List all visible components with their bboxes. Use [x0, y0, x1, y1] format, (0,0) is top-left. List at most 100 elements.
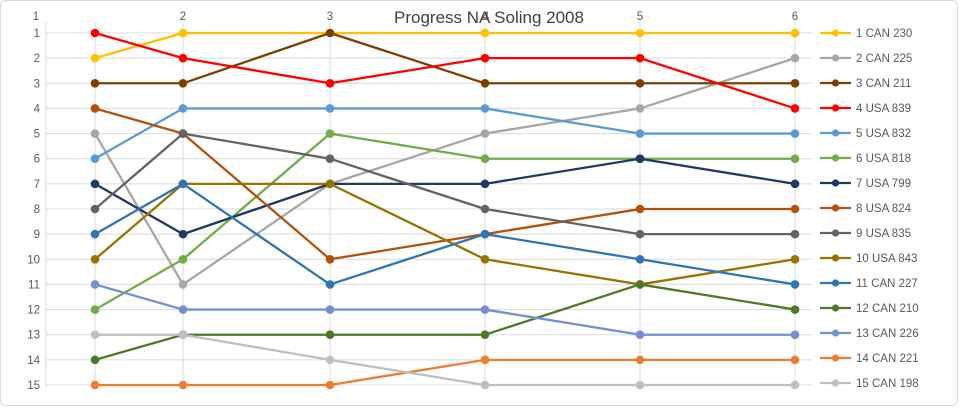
legend-swatch-marker: [831, 279, 840, 287]
y-axis-label: 1: [34, 28, 40, 40]
data-point-marker: [178, 104, 188, 113]
data-point-marker: [178, 254, 188, 264]
data-point-marker: [325, 104, 335, 113]
legend-swatch-marker: [831, 29, 840, 37]
legend-swatch-marker: [831, 154, 840, 162]
legend-swatch-marker: [831, 354, 840, 362]
series-line-15-can-198: [93, 333, 797, 387]
y-axis-label: 8: [34, 204, 40, 216]
y-axis-label: 13: [27, 330, 40, 342]
x-axis-label: 3: [327, 11, 333, 23]
legend-swatch-marker: [831, 254, 840, 262]
y-axis-label: 6: [34, 154, 40, 166]
legend-swatch-marker: [831, 104, 840, 112]
data-point-marker: [325, 305, 335, 314]
series-line-10-usa-843: [93, 182, 797, 286]
series-line-14-can-221: [93, 358, 797, 387]
data-point-marker: [635, 355, 645, 365]
data-point-marker: [790, 305, 800, 314]
data-point-marker: [790, 380, 800, 390]
data-point-marker: [790, 154, 800, 164]
data-point-marker: [90, 305, 100, 314]
data-point-marker: [325, 154, 335, 164]
legend-item-label: 3 CAN 211: [856, 78, 911, 90]
legend-item: 1 CAN 230: [820, 28, 912, 40]
y-axis-label: 9: [34, 229, 40, 241]
legend-item: 9 USA 835: [820, 228, 911, 240]
data-point-marker: [480, 330, 490, 340]
legend-swatch-marker: [831, 379, 840, 387]
data-point-marker: [325, 28, 335, 38]
data-point-marker: [90, 104, 100, 113]
legend-swatch-marker: [831, 204, 840, 212]
data-point-marker: [325, 129, 335, 138]
legend-item-label: 11 CAN 227: [856, 278, 918, 290]
data-point-marker: [480, 154, 490, 164]
data-point-marker: [635, 104, 645, 113]
legend-item: 2 CAN 225: [820, 53, 912, 65]
legend-item: 6 USA 818: [820, 153, 911, 165]
legend-item-label: 15 CAN 198: [856, 378, 919, 390]
legend-swatch-marker: [831, 304, 840, 312]
data-point-marker: [90, 53, 100, 63]
data-point-marker: [90, 380, 100, 390]
series-line-4-usa-839: [93, 31, 797, 110]
data-point-marker: [325, 254, 335, 264]
data-point-marker: [90, 280, 100, 289]
x-axis-label: 1: [33, 11, 39, 23]
legend-item: 15 CAN 198: [820, 378, 919, 390]
data-point-marker: [480, 355, 490, 365]
x-axis-label: 4: [483, 11, 490, 23]
data-point-marker: [178, 179, 188, 189]
data-point-marker: [480, 229, 490, 239]
data-point-marker: [325, 380, 335, 390]
legend-swatch-marker: [831, 54, 840, 62]
x-axis-label: 2: [180, 11, 186, 23]
y-axis-label: 3: [34, 78, 40, 90]
data-point-marker: [90, 355, 100, 365]
data-point-marker: [790, 53, 800, 63]
data-point-marker: [480, 204, 490, 214]
data-point-marker: [325, 355, 335, 365]
data-point-marker: [790, 179, 800, 189]
data-point-marker: [790, 355, 800, 365]
series-line-11-can-227: [93, 182, 797, 286]
data-point-marker: [90, 154, 100, 164]
data-point-marker: [635, 254, 645, 264]
y-axis-label: 5: [34, 129, 40, 141]
data-point-marker: [325, 78, 335, 88]
legend-item-label: 13 CAN 226: [856, 328, 919, 340]
data-point-marker: [480, 28, 490, 38]
data-point-marker: [178, 28, 188, 38]
legend-item: 8 USA 824: [820, 203, 912, 215]
data-point-marker: [480, 129, 490, 138]
data-point-marker: [178, 229, 188, 239]
legend-swatch-marker: [831, 229, 840, 237]
series-line-2-can-225: [93, 56, 797, 286]
data-point-marker: [90, 229, 100, 239]
data-point-marker: [790, 254, 800, 264]
data-point-marker: [790, 104, 800, 113]
legend-item: 12 CAN 210: [820, 303, 919, 315]
legend-item: 14 CAN 221: [820, 353, 919, 365]
legend-swatch-marker: [831, 129, 840, 137]
data-point-marker: [635, 154, 645, 164]
legend-item: 3 CAN 211: [820, 78, 911, 90]
y-axis-label: 11: [28, 279, 40, 291]
data-point-marker: [178, 280, 188, 289]
y-axis-label: 10: [27, 254, 40, 266]
legend-item-label: 4 USA 839: [856, 103, 911, 115]
legend-swatch-marker: [831, 329, 840, 337]
data-point-marker: [790, 28, 800, 38]
legend-item-label: 14 CAN 221: [856, 353, 919, 365]
data-point-marker: [790, 129, 800, 138]
legend-item-label: 8 USA 824: [856, 203, 912, 215]
data-point-marker: [635, 53, 645, 63]
data-point-marker: [178, 330, 188, 340]
legend-item: 7 USA 799: [820, 178, 911, 190]
data-point-marker: [325, 179, 335, 189]
data-point-marker: [790, 78, 800, 88]
data-point-marker: [790, 280, 800, 289]
data-point-marker: [635, 204, 645, 214]
